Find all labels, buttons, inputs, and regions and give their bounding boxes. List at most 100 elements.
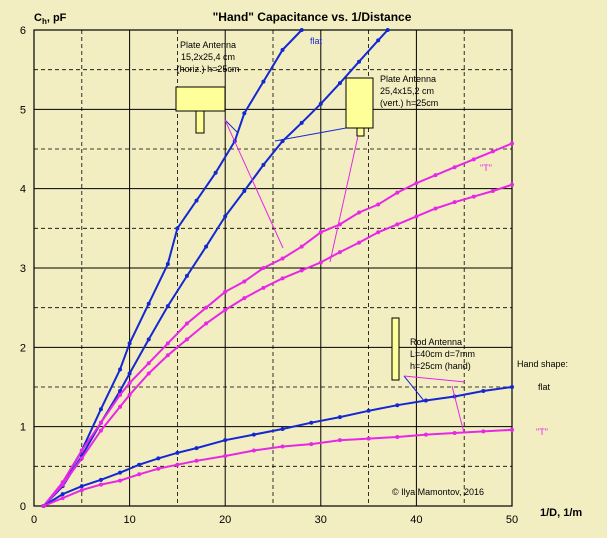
series-line-6 <box>43 428 513 507</box>
series-point-3 <box>490 149 495 154</box>
series-point-3 <box>357 210 362 215</box>
series-point-4 <box>242 296 247 301</box>
leader-horiz-blue <box>224 119 239 134</box>
series-point-1 <box>299 28 304 32</box>
rod-label-2: L=40cm d=7mm <box>410 349 475 359</box>
series-point-4 <box>471 194 476 199</box>
series-point-1 <box>261 79 266 84</box>
plate-vert-icon <box>345 77 374 129</box>
series-point-1 <box>146 301 151 306</box>
series-point-3 <box>204 305 209 310</box>
series-point-3 <box>118 392 123 397</box>
series-point-6 <box>175 462 180 467</box>
series-point-4 <box>204 321 209 326</box>
series-point-3 <box>127 381 132 386</box>
series-point-4 <box>79 456 84 461</box>
series-point-5 <box>366 408 371 413</box>
y-tick-label: 2 <box>20 342 26 354</box>
series-point-5 <box>60 492 65 497</box>
series-point-4 <box>280 276 285 281</box>
series-point-5 <box>79 484 84 489</box>
series-point-5 <box>137 462 142 467</box>
series-point-2 <box>261 162 266 167</box>
y-tick-label: 4 <box>20 184 26 196</box>
series-point-4 <box>98 428 103 433</box>
series-point-5 <box>118 470 123 475</box>
series-point-6 <box>251 448 256 453</box>
plate-vert-label-3: (vert.) h=25cm <box>380 98 438 108</box>
leader-horiz-magenta <box>224 119 284 249</box>
series-point-4 <box>118 404 123 409</box>
series-point-6 <box>194 458 199 463</box>
series-point-5 <box>337 415 342 420</box>
grid <box>33 29 513 507</box>
series-point-4 <box>452 200 457 205</box>
series-point-1 <box>280 47 285 52</box>
series-point-4 <box>510 182 514 187</box>
chart-title: "Hand" Capacitance vs. 1/Distance <box>213 10 412 24</box>
series-point-2 <box>165 304 170 309</box>
series-point-1 <box>194 198 199 203</box>
series-point-1 <box>127 341 132 346</box>
rod-label-1: Rod Antenna <box>410 337 462 347</box>
series-point-3 <box>98 420 103 425</box>
series-point-5 <box>280 427 285 432</box>
leader-vert-blue <box>274 127 347 142</box>
series-line-5 <box>43 386 513 507</box>
x-tick-label: 20 <box>219 514 231 526</box>
series-point-6 <box>481 429 486 434</box>
series-point-2 <box>127 371 132 376</box>
series-point-4 <box>299 268 304 273</box>
plate-horiz-label-2: 15,2x25,4 cm <box>181 52 235 62</box>
plate-horiz-icon <box>175 86 226 112</box>
y-tick-label: 3 <box>20 263 26 275</box>
series-point-3 <box>165 341 170 346</box>
series-point-5 <box>251 432 256 437</box>
leader-rod-blue <box>403 375 426 403</box>
hand-shape-label: Hand shape: <box>517 359 568 369</box>
plate-horiz-hand-icon <box>195 110 205 134</box>
series-point-3 <box>433 173 438 178</box>
series-point-6 <box>510 427 514 432</box>
series-point-4 <box>60 482 65 487</box>
y-axis-label-sub: h <box>42 17 47 26</box>
series-point-6 <box>60 496 65 501</box>
series-point-3 <box>79 448 84 453</box>
x-tick-label: 40 <box>410 514 422 526</box>
series-point-3 <box>299 244 304 249</box>
plate-vert-label-1: Plate Antenna <box>380 74 436 84</box>
series-point-4 <box>376 230 381 235</box>
series-point-5 <box>309 420 314 425</box>
series-point-1 <box>242 111 247 116</box>
t-right-label: "T" <box>536 427 548 437</box>
series-point-3 <box>242 279 247 284</box>
series-point-5 <box>395 403 400 408</box>
series-point-2 <box>146 337 151 342</box>
series-point-4 <box>261 285 266 290</box>
series-point-1 <box>118 367 123 372</box>
series-point-2 <box>223 214 228 219</box>
y-tick-label: 5 <box>20 104 26 116</box>
series-point-6 <box>452 431 457 436</box>
series-point-6 <box>41 504 46 508</box>
antenna-drawings <box>175 77 466 434</box>
x-tick-label: 0 <box>31 514 37 526</box>
series-line-4 <box>42 183 513 507</box>
rod-label-3: h=25cm (hand) <box>410 361 471 371</box>
copyright: © Ilya Mamontov, 2016 <box>392 487 484 497</box>
series-point-6 <box>118 478 123 483</box>
series-point-2 <box>242 189 247 194</box>
series-point-6 <box>366 436 371 441</box>
series-point-2 <box>118 388 123 393</box>
series-point-3 <box>510 141 514 146</box>
series-point-3 <box>280 256 285 261</box>
series-point-6 <box>79 488 84 493</box>
series-point-2 <box>337 81 342 86</box>
series-point-4 <box>184 337 189 342</box>
series-point-3 <box>146 361 151 366</box>
leader-rod-magenta-a <box>403 375 466 383</box>
series-point-2 <box>385 28 390 32</box>
series-point-4 <box>318 260 323 265</box>
y-tick-label: 6 <box>20 25 26 37</box>
series-point-5 <box>481 388 486 393</box>
